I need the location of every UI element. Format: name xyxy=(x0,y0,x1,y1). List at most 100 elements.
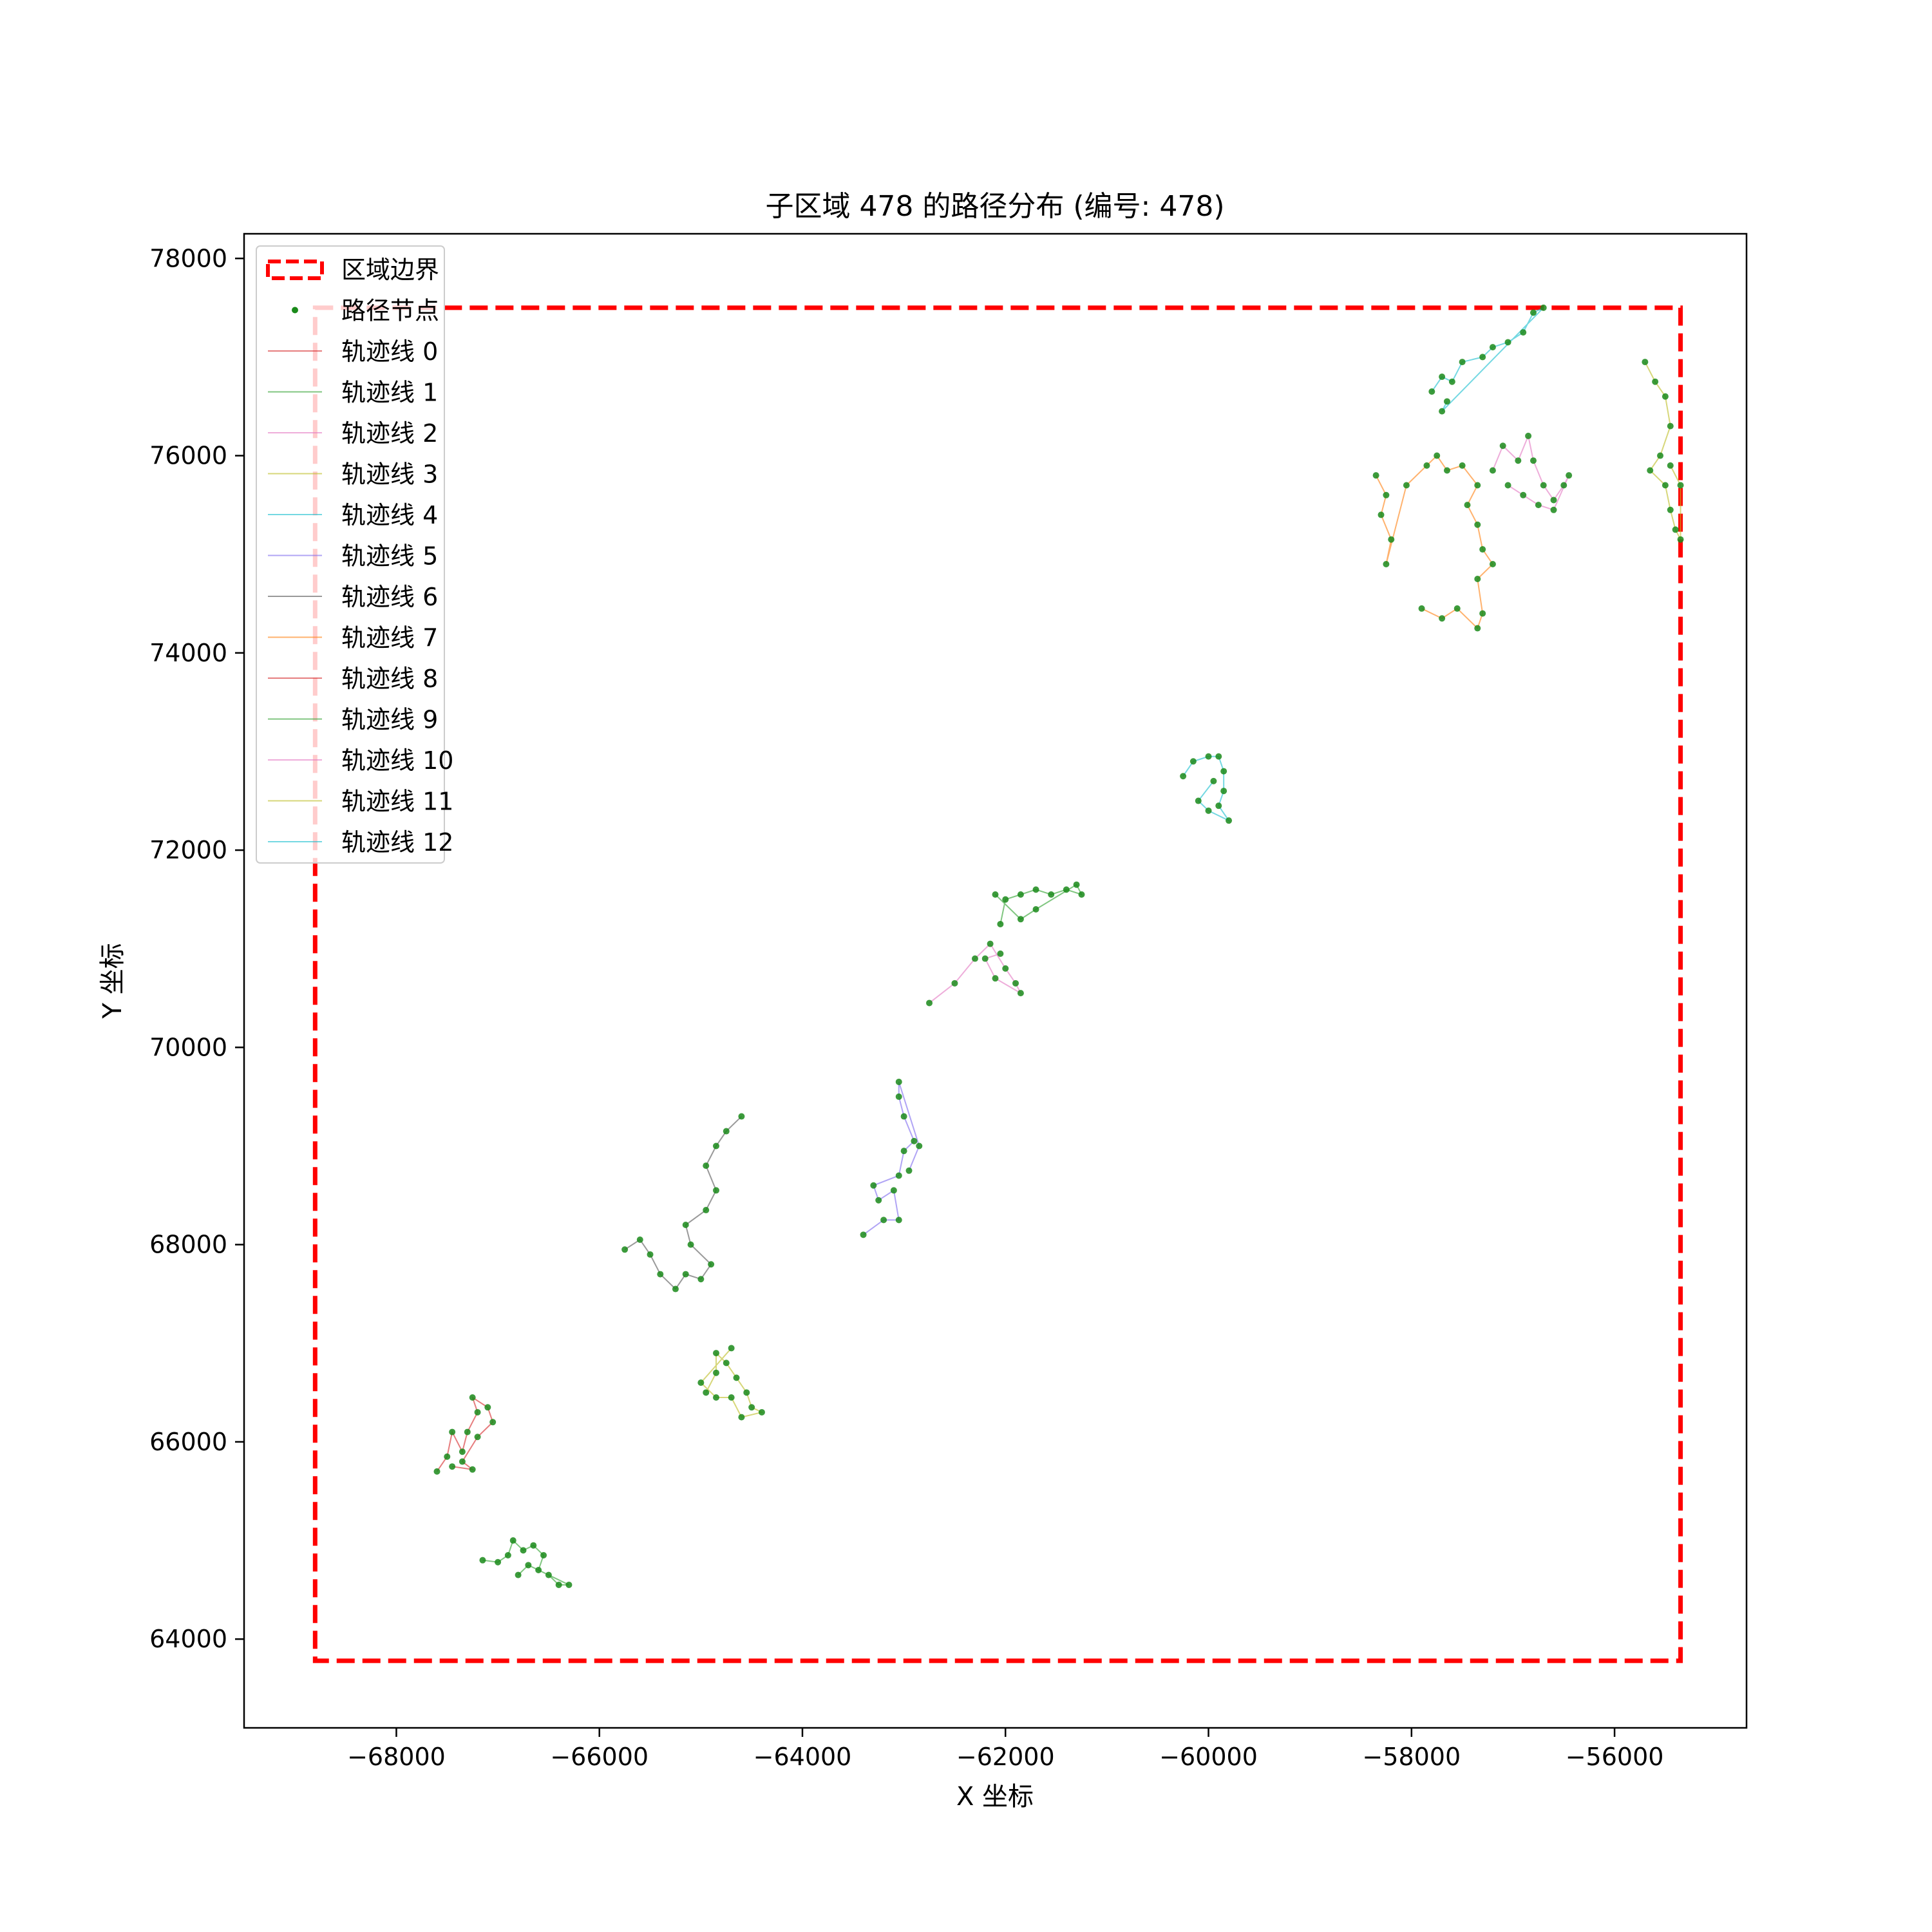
path-node xyxy=(636,1236,643,1243)
plot-area xyxy=(243,232,1748,1729)
path-node xyxy=(687,1241,694,1248)
path-node xyxy=(1448,378,1455,385)
path-node xyxy=(540,1552,547,1559)
path-node xyxy=(1489,467,1496,474)
path-node xyxy=(489,1419,497,1426)
legend-series-label: 轨迹线 9 xyxy=(341,706,438,734)
trajectory-line xyxy=(624,1115,743,1291)
path-node xyxy=(1434,452,1441,459)
path-node xyxy=(1474,521,1481,528)
legend-series-label: 轨迹线 8 xyxy=(341,665,438,693)
path-node xyxy=(1002,965,1009,972)
points-layer xyxy=(433,304,1684,1588)
path-node xyxy=(895,1093,902,1100)
x-tick-label: −64000 xyxy=(753,1743,852,1771)
path-node xyxy=(733,1374,740,1381)
path-node xyxy=(672,1285,679,1293)
path-node xyxy=(1499,442,1506,450)
chart-title: 子区域 478 的路径分布 (编号: 478) xyxy=(765,190,1224,223)
path-node xyxy=(657,1271,664,1278)
axes-frame xyxy=(243,232,1748,1729)
path-node xyxy=(1428,388,1435,395)
path-node xyxy=(895,1217,902,1224)
path-node xyxy=(1530,457,1537,464)
y-tick-label: 66000 xyxy=(149,1428,227,1456)
path-node xyxy=(1388,536,1395,543)
path-node xyxy=(926,999,933,1007)
path-node xyxy=(987,940,994,947)
path-node xyxy=(1443,467,1450,474)
path-node xyxy=(464,1428,471,1435)
x-tick-label: −60000 xyxy=(1159,1743,1258,1771)
path-node xyxy=(555,1581,562,1588)
path-node xyxy=(1667,422,1674,430)
path-node xyxy=(682,1271,689,1278)
path-node xyxy=(1677,536,1684,543)
path-node xyxy=(875,1197,882,1204)
path-node xyxy=(1383,491,1390,498)
region-boundary xyxy=(312,305,1683,1663)
path-node xyxy=(535,1566,542,1573)
path-node xyxy=(1652,378,1659,385)
legend-series-label: 轨迹线 5 xyxy=(341,542,438,571)
path-node xyxy=(1647,467,1654,474)
path-node xyxy=(1220,788,1227,795)
path-node xyxy=(530,1542,537,1549)
path-node xyxy=(971,955,978,962)
path-node xyxy=(1479,610,1486,617)
path-node xyxy=(703,1389,710,1396)
y-tick-label: 68000 xyxy=(149,1231,227,1259)
path-node xyxy=(449,1428,456,1435)
path-node xyxy=(1403,482,1410,489)
path-node xyxy=(697,1276,705,1283)
path-node xyxy=(1215,753,1222,760)
path-node xyxy=(1215,802,1222,810)
legend-series-label: 轨迹线 2 xyxy=(341,419,438,448)
path-node xyxy=(1566,472,1573,479)
path-node xyxy=(520,1547,527,1554)
path-node xyxy=(1017,891,1024,898)
path-node xyxy=(713,1142,720,1150)
path-node xyxy=(951,980,958,987)
path-node xyxy=(1220,768,1227,775)
path-node xyxy=(1439,615,1446,622)
path-node xyxy=(992,975,999,982)
path-node xyxy=(1464,502,1471,509)
path-node xyxy=(469,1394,476,1401)
legend-series-label: 轨迹线 12 xyxy=(341,828,453,857)
y-tick-label: 78000 xyxy=(149,244,227,272)
path-node xyxy=(1489,344,1496,351)
legend-points-swatch xyxy=(292,307,298,314)
legend-series-label: 轨迹线 1 xyxy=(341,379,438,407)
path-node xyxy=(713,1369,720,1376)
path-node xyxy=(1474,625,1481,632)
path-node xyxy=(703,1207,710,1214)
path-node xyxy=(1032,886,1039,893)
path-node xyxy=(1479,354,1486,361)
legend-series-label: 轨迹线 11 xyxy=(341,788,453,816)
path-node xyxy=(1443,398,1450,405)
path-node xyxy=(697,1379,705,1387)
path-node xyxy=(1504,339,1511,346)
path-node xyxy=(900,1148,907,1155)
path-node xyxy=(1525,432,1532,439)
path-node xyxy=(1535,502,1542,509)
y-tick-label: 74000 xyxy=(149,639,227,667)
path-node xyxy=(1667,462,1674,469)
path-node xyxy=(1378,511,1385,518)
path-node xyxy=(1439,408,1446,415)
path-node xyxy=(474,1408,481,1416)
path-node xyxy=(545,1571,552,1578)
path-node xyxy=(1657,452,1664,459)
x-axis: −68000 −66000 −64000 −62000 −60000 −58000 −560… xyxy=(347,1728,1663,1771)
path-node xyxy=(1383,561,1390,568)
path-node xyxy=(621,1246,629,1253)
path-node xyxy=(1032,905,1039,913)
path-node xyxy=(981,955,989,962)
path-node xyxy=(870,1182,877,1189)
path-node xyxy=(1226,817,1233,824)
path-node xyxy=(1210,777,1217,784)
path-node xyxy=(860,1231,867,1238)
y-axis-label: Y 坐标 xyxy=(98,943,128,1019)
